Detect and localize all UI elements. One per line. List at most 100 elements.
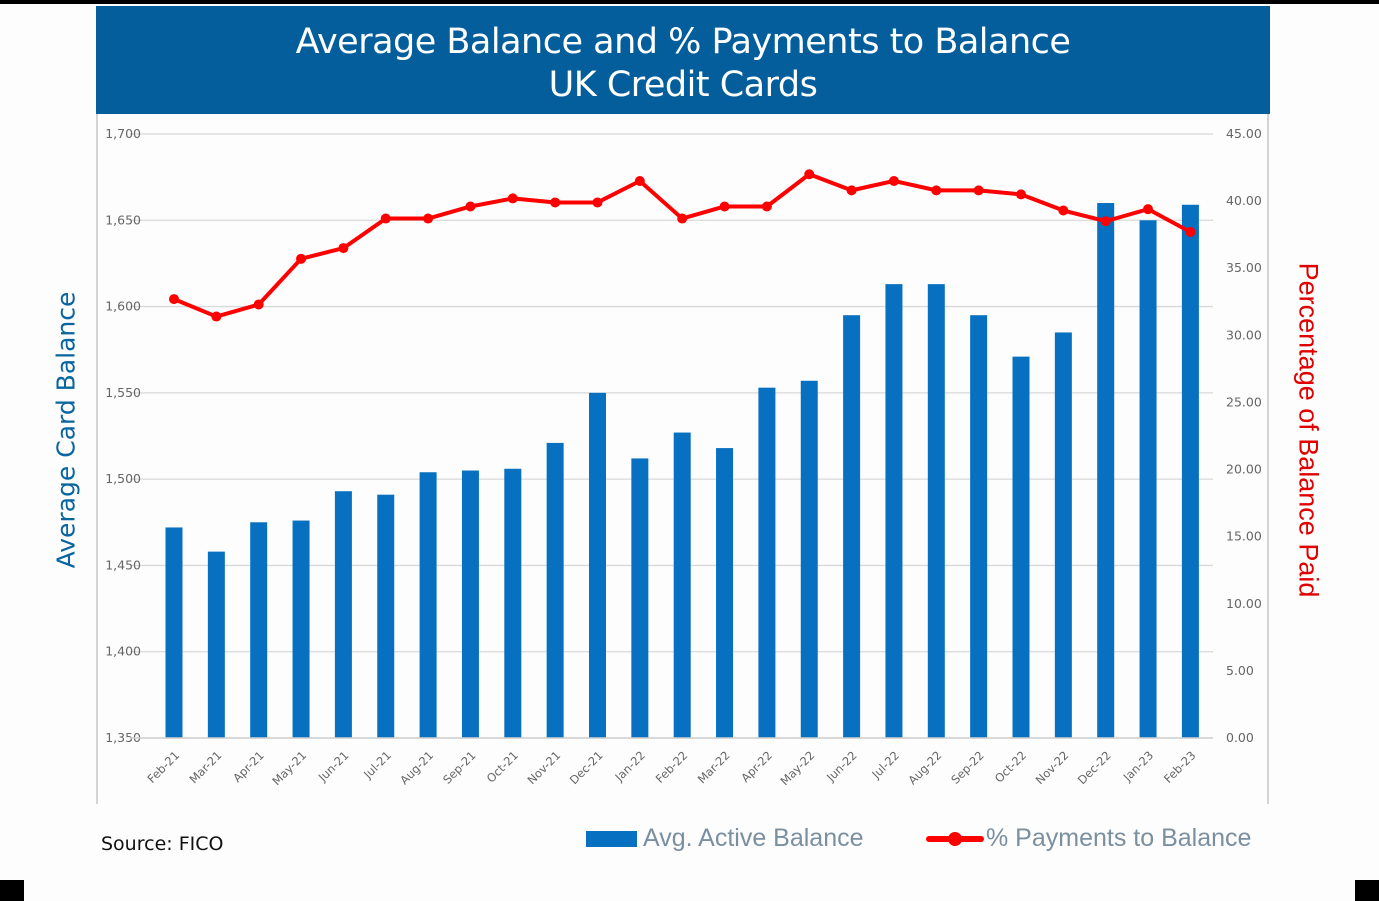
x-axis-tick: Nov-22 (1033, 748, 1072, 787)
line-marker (973, 185, 984, 196)
right-axis-tick: 25.00 (1226, 394, 1262, 409)
bar (631, 458, 649, 738)
line-marker (931, 185, 942, 196)
bar (716, 448, 734, 738)
left-axis-tick: 1,700 (105, 126, 141, 141)
bar (292, 520, 310, 738)
legend-bar-label: Avg. Active Balance (643, 824, 864, 852)
line-marker (888, 175, 899, 186)
line-marker (338, 243, 349, 254)
source-note: Source: FICO (101, 833, 224, 855)
line-marker (253, 299, 264, 310)
x-axis-tick: Oct-21 (484, 748, 521, 785)
line-marker (1143, 204, 1154, 215)
left-axis-tick: 1,550 (105, 385, 141, 400)
chart-title-line2: UK Credit Cards (548, 65, 818, 105)
bar (1139, 220, 1157, 739)
x-axis-tick: Mar-21 (186, 748, 224, 786)
line-marker (592, 197, 603, 208)
legend-line-marker-icon (926, 828, 984, 850)
bar (461, 470, 479, 738)
bar (758, 387, 776, 738)
x-axis-tick: Oct-22 (992, 748, 1029, 785)
x-axis-tick: Apr-21 (230, 748, 267, 785)
line-marker (1058, 205, 1069, 216)
x-axis-tick: Nov-21 (524, 748, 563, 787)
right-axis-tick: 45.00 (1226, 126, 1262, 141)
left-axis-tick: 1,650 (105, 212, 141, 227)
line-marker (677, 213, 688, 224)
line-marker (634, 175, 645, 186)
line-marker (465, 201, 476, 212)
line-marker (1100, 216, 1111, 227)
bar (885, 284, 903, 738)
bar (546, 442, 564, 738)
x-axis-tick: Sep-22 (948, 748, 987, 787)
bar (250, 522, 268, 738)
left-axis-tick: 1,600 (105, 299, 141, 314)
bar (1097, 203, 1115, 738)
bar (927, 284, 945, 738)
x-axis-tick: Jun-21 (315, 748, 352, 785)
right-axis-tick: 30.00 (1226, 327, 1262, 342)
line-marker (804, 169, 815, 180)
line-marker (846, 185, 857, 196)
left-axis-tick: 1,400 (105, 644, 141, 659)
line-marker (423, 213, 434, 224)
bar (843, 315, 861, 738)
x-axis-tick: Dec-21 (567, 748, 606, 787)
right-axis-tick: 15.00 (1226, 529, 1262, 544)
chart-title-band: Average Balance and % Payments to Balanc… (96, 6, 1270, 114)
corner-mark-left (0, 880, 24, 901)
x-axis-tick: Jul-21 (360, 748, 394, 782)
right-axis-tick: 40.00 (1226, 193, 1262, 208)
left-axis-title: Average Card Balance (51, 291, 81, 569)
left-axis-tick: 1,500 (105, 471, 141, 486)
bar (504, 468, 522, 738)
left-axis-tick: 1,350 (105, 730, 141, 745)
bar (207, 551, 225, 738)
x-axis-tick: Feb-23 (1161, 748, 1199, 786)
line-marker (169, 294, 179, 305)
line-marker (211, 311, 222, 322)
line-marker (550, 197, 561, 208)
bar (800, 380, 818, 738)
right-axis-title: Percentage of Balance Paid (1293, 262, 1324, 598)
x-axis-tick: Feb-22 (653, 748, 691, 786)
left-axis-tick: 1,450 (105, 557, 141, 572)
chart-frame (96, 6, 1269, 804)
x-axis-tick: Sep-21 (440, 748, 479, 787)
corner-mark-right (1355, 880, 1379, 901)
x-axis-tick: Jun-22 (823, 748, 860, 785)
x-axis-tick: Jul-22 (868, 748, 902, 782)
bar (673, 432, 691, 738)
x-axis-tick: Feb-21 (145, 748, 183, 786)
x-axis-tick: Mar-22 (695, 748, 733, 786)
bar (970, 315, 988, 738)
chart-title-line1: Average Balance and % Payments to Balanc… (295, 22, 1071, 62)
bar (419, 472, 437, 738)
bar (1181, 204, 1199, 739)
x-axis-tick: Aug-21 (397, 748, 436, 787)
right-axis-tick: 20.00 (1226, 462, 1262, 477)
bar (1012, 356, 1030, 738)
x-axis-tick: Apr-22 (738, 748, 775, 785)
bar (377, 494, 395, 738)
line-marker (761, 201, 772, 212)
line-marker (296, 253, 307, 264)
legend-item-bar: Avg. Active Balance (586, 824, 864, 853)
x-axis-tick: Dec-22 (1075, 748, 1114, 787)
right-axis-tick: 0.00 (1226, 730, 1254, 745)
line-marker (1016, 189, 1026, 200)
x-axis-tick: May-22 (778, 748, 818, 788)
payments-line (173, 172, 1192, 319)
bar (165, 527, 183, 738)
legend-line-label: % Payments to Balance (986, 824, 1252, 852)
line-marker (507, 193, 518, 204)
right-axis-tick: 5.00 (1226, 663, 1254, 678)
line-marker (1185, 226, 1196, 237)
bar (1054, 332, 1072, 738)
line-marker (380, 213, 391, 224)
right-axis-tick: 10.00 (1226, 596, 1262, 611)
